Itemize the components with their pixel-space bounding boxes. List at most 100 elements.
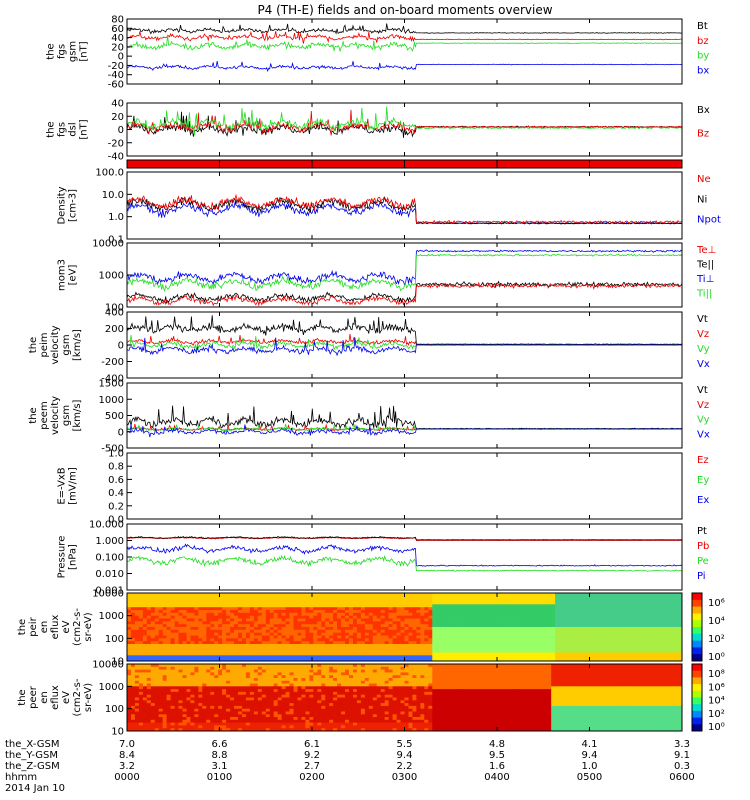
spectrogram-cell bbox=[285, 629, 291, 634]
spectrogram-cell bbox=[158, 655, 164, 659]
spectrogram-cell bbox=[329, 697, 334, 701]
spectrogram-cell bbox=[412, 652, 417, 656]
spectrogram-cell bbox=[269, 595, 275, 600]
spectrogram-cell bbox=[253, 652, 259, 656]
spectrogram-cell bbox=[134, 624, 140, 628]
spectrogram-cell bbox=[416, 644, 421, 648]
spectrogram-cell bbox=[511, 624, 516, 628]
spectrogram-cell bbox=[127, 652, 132, 656]
spectrogram-cell bbox=[253, 655, 259, 659]
spectrogram-cell bbox=[178, 649, 183, 653]
spectrogram-cell bbox=[531, 652, 536, 656]
spectrogram-cell bbox=[567, 641, 572, 645]
spectrogram-cell bbox=[261, 604, 267, 608]
spectrogram-cell bbox=[206, 595, 211, 600]
spectrogram-cell bbox=[491, 604, 497, 608]
spectrogram-cell bbox=[610, 644, 616, 648]
spectrogram-cell bbox=[325, 700, 330, 704]
spectrogram-cell bbox=[305, 711, 310, 715]
spectrogram-cell bbox=[190, 624, 195, 628]
spectrogram-cell bbox=[178, 632, 183, 636]
spectrogram-cell bbox=[226, 705, 231, 710]
spectrogram-cell bbox=[670, 598, 675, 602]
spectrogram-cell bbox=[341, 595, 346, 600]
spectrogram-cell bbox=[559, 655, 564, 659]
spectrogram-cell bbox=[499, 604, 505, 608]
spectrogram-cell bbox=[249, 635, 255, 639]
spectrogram-cell bbox=[269, 593, 275, 597]
spectrogram-cell bbox=[297, 632, 302, 636]
spectrogram-cell bbox=[353, 618, 358, 622]
y-tick-label: 0.2 bbox=[108, 501, 124, 512]
spectrogram-cell bbox=[214, 604, 219, 608]
spectrogram-cell bbox=[305, 658, 310, 662]
spectrogram-cell bbox=[416, 615, 421, 619]
spectrogram-cell bbox=[297, 703, 302, 707]
spectrogram-cell bbox=[170, 717, 176, 721]
spectrogram-cell bbox=[567, 635, 572, 639]
spectrogram-cell bbox=[622, 627, 627, 631]
spectrogram-cell bbox=[364, 612, 370, 617]
spectrogram-cell bbox=[230, 627, 235, 631]
spectrogram-cell bbox=[321, 686, 326, 690]
spectrogram-cell bbox=[487, 595, 493, 600]
spectrogram-cell bbox=[218, 655, 223, 659]
spectrogram-cell bbox=[531, 632, 536, 636]
spectrogram-cell bbox=[178, 666, 183, 671]
spectrogram-cell bbox=[277, 714, 283, 718]
spectrogram-cell bbox=[535, 629, 540, 634]
spectrogram-cell bbox=[503, 612, 509, 617]
spectrogram-cell bbox=[277, 669, 283, 673]
spectrogram-cell bbox=[341, 649, 346, 653]
y-tick-label: 1000 bbox=[99, 271, 124, 282]
spectrogram-cell bbox=[321, 649, 326, 653]
spectrogram-cell bbox=[146, 658, 152, 662]
spectrogram-cell bbox=[575, 646, 580, 651]
spectrogram-cell bbox=[273, 604, 279, 608]
spectrogram-cell bbox=[170, 691, 176, 696]
spectrogram-cell bbox=[277, 601, 283, 605]
spectrogram-cell bbox=[618, 595, 624, 600]
spectrogram-cell bbox=[190, 644, 195, 648]
spectrogram-cell bbox=[178, 694, 183, 698]
spectrogram-cell bbox=[471, 646, 477, 651]
spectrogram-cell bbox=[230, 725, 235, 729]
spectrogram-cell bbox=[333, 675, 338, 679]
spectrogram-cell bbox=[337, 669, 342, 673]
spectrogram-cell bbox=[190, 714, 195, 718]
spectrogram-cell bbox=[384, 632, 390, 636]
spectrogram-cell bbox=[226, 711, 231, 715]
spectrogram-cell bbox=[630, 627, 635, 631]
spectrogram-cell bbox=[392, 595, 398, 600]
spectrogram-cell bbox=[567, 644, 572, 648]
spectrogram-cell bbox=[297, 595, 302, 600]
spectrogram-cell bbox=[305, 719, 310, 724]
spectrogram-cell bbox=[325, 658, 330, 662]
spectrogram-cell bbox=[261, 689, 267, 693]
spectrogram-cell bbox=[582, 638, 588, 642]
spectrogram-cell bbox=[226, 624, 231, 628]
spectrogram-cell bbox=[186, 728, 191, 732]
spectrogram-cell bbox=[313, 655, 318, 659]
spectrogram-cell bbox=[634, 638, 639, 642]
spectrogram-cell bbox=[527, 646, 532, 651]
spectrogram-cell bbox=[170, 666, 176, 671]
spectrogram-cell bbox=[134, 691, 140, 696]
spectrogram-cell bbox=[606, 646, 612, 651]
spectrogram-cell bbox=[305, 649, 310, 653]
spectrogram-cell bbox=[198, 646, 203, 651]
spectrogram-cell bbox=[277, 694, 283, 698]
spectrogram-cell bbox=[321, 646, 326, 651]
spectrogram-cell bbox=[242, 714, 247, 718]
spectrogram-cell bbox=[194, 593, 199, 597]
spectrogram-cell bbox=[487, 601, 493, 605]
spectrogram-cell bbox=[670, 624, 675, 628]
spectrogram-cell bbox=[464, 593, 469, 597]
spectrogram-cell bbox=[360, 601, 366, 605]
spectrogram-cell bbox=[658, 655, 663, 659]
spectrogram-cell bbox=[194, 629, 199, 634]
spectrogram-cell bbox=[186, 610, 191, 614]
spectrogram-cell bbox=[301, 598, 306, 602]
spectrogram-cell bbox=[372, 627, 378, 631]
spectrogram-cell bbox=[479, 635, 485, 639]
